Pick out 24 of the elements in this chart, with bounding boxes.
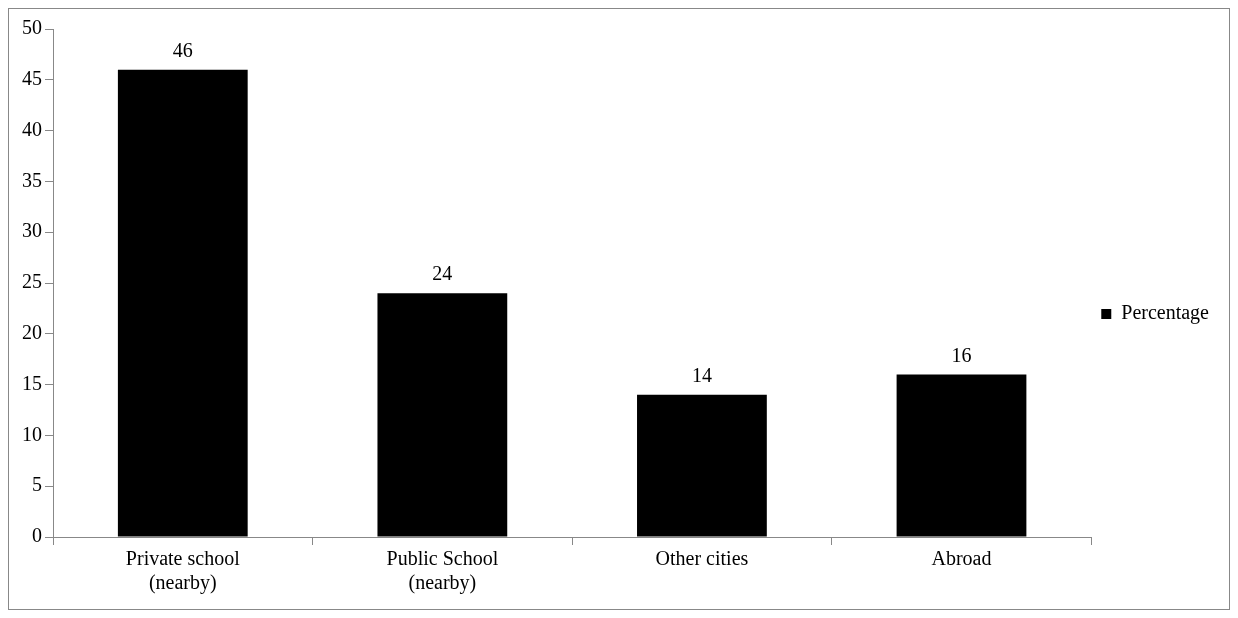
bar — [377, 293, 508, 537]
data-label: 46 — [172, 38, 193, 61]
y-tick-label: 10 — [22, 422, 42, 445]
bar — [117, 69, 248, 537]
y-tick-label: 40 — [22, 117, 42, 140]
data-label: 14 — [691, 364, 712, 387]
data-label: 16 — [951, 343, 972, 366]
y-tick-label: 15 — [22, 371, 42, 394]
x-tick-label: Public School (nearby) — [386, 547, 499, 595]
y-tick-label: 45 — [22, 67, 42, 90]
legend-label: Percentage — [1121, 301, 1210, 325]
y-tick-label: 50 — [22, 16, 42, 39]
y-tick-label: 5 — [32, 473, 42, 496]
y-tick-label: 25 — [22, 270, 42, 293]
bar — [896, 374, 1027, 537]
y-tick-label: 35 — [22, 168, 42, 191]
y-tick-label: 30 — [22, 219, 42, 242]
data-label: 24 — [432, 262, 453, 285]
bar — [637, 394, 767, 537]
x-tick-label: Private school (nearby) — [125, 547, 241, 595]
x-tick-label: Other cities — [655, 547, 749, 570]
y-tick-label: 0 — [32, 524, 42, 547]
y-tick-label: 20 — [22, 321, 42, 344]
x-tick-label: Abroad — [931, 547, 992, 570]
